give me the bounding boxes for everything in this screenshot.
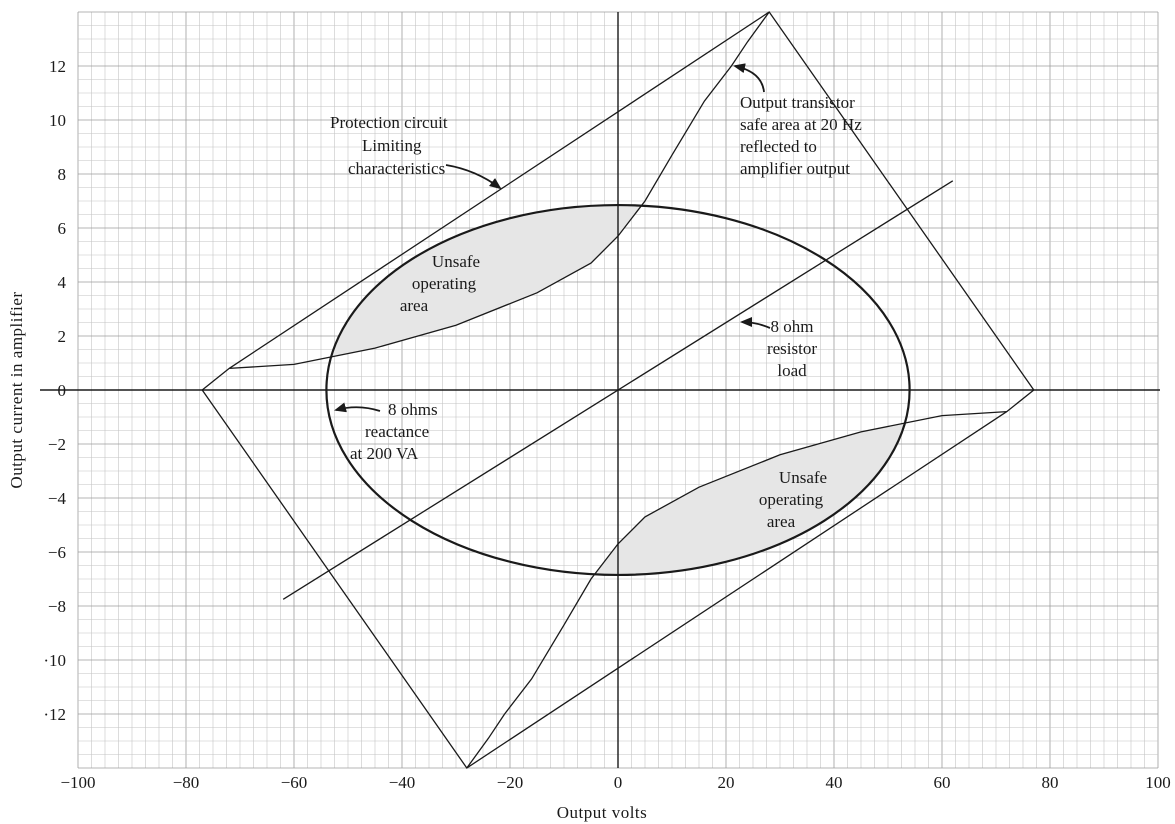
annotation-reactance-line-3: at 200 VA (350, 444, 419, 463)
annotation-reactance-line-2: reactance (365, 422, 429, 441)
x-tick-label: 40 (826, 773, 843, 792)
x-tick-label: 80 (1042, 773, 1059, 792)
annotation-reactance-line-1: 8 ohms (388, 400, 438, 419)
annotation-unsafe-upper-line-3: area (400, 296, 429, 315)
annotation-unsafe-lower-line-3: area (767, 512, 796, 531)
y-tick-label: 0 (58, 381, 67, 400)
y-tick-label: −2 (48, 435, 66, 454)
curves (201, 11, 1035, 769)
annotation-unsafe-upper-line-1: Unsafe (432, 252, 480, 271)
x-tick-label: −100 (60, 773, 95, 792)
resistor-load-line (282, 180, 954, 600)
annotation-transistor-line-3: reflected to (740, 137, 817, 156)
y-tick-label: 12 (49, 57, 66, 76)
y-tick-label: −4 (48, 489, 67, 508)
annotation-protection-arrow (445, 164, 502, 190)
y-tick-label: −6 (48, 543, 66, 562)
x-tick-label: −80 (173, 773, 200, 792)
y-tick-labels: 12 10 8 6 4 2 0 −2 −4 −6 −8 ·10 ·12 (43, 57, 66, 724)
y-axis-title: Output current in amplifier (7, 291, 26, 488)
x-tick-label: −40 (389, 773, 416, 792)
annotation-unsafe-lower-line-2: operating (759, 490, 824, 509)
annotation-resistor-line-3: load (777, 361, 807, 380)
x-tick-label: 100 (1145, 773, 1171, 792)
annotation-unsafe-upper-line-2: operating (412, 274, 477, 293)
annotation-transistor: Output transistor safe area at 20 Hz ref… (733, 63, 862, 178)
annotation-protection: Protection circuit Limiting characterist… (330, 113, 502, 190)
unsafe-area-lower-fill (466, 411, 910, 575)
x-tick-label: 60 (934, 773, 951, 792)
annotation-resistor-arrow (740, 317, 771, 329)
y-tick-label: −8 (48, 597, 66, 616)
annotation-resistor: 8 ohm resistor load (740, 317, 817, 380)
y-tick-label: 10 (49, 111, 66, 130)
y-tick-label: 6 (58, 219, 67, 238)
y-tick-label: ·10 (43, 651, 66, 670)
annotation-protection-line-1: Protection circuit (330, 113, 448, 132)
annotation-unsafe-lower-line-1: Unsafe (779, 468, 827, 487)
transistor-safe-area-lower-curve (466, 410, 1007, 769)
annotation-transistor-arrow (733, 63, 765, 93)
y-tick-label: 2 (58, 327, 67, 346)
annotation-transistor-line-2: safe area at 20 Hz (740, 115, 862, 134)
annotation-reactance: 8 ohms reactance at 200 VA (334, 400, 438, 463)
annotation-protection-line-3: characteristics (348, 159, 445, 178)
annotation-transistor-line-4: amplifier output (740, 159, 850, 178)
annotation-resistor-line-2: resistor (767, 339, 817, 358)
x-tick-label: −20 (497, 773, 524, 792)
x-tick-labels: −100 −80 −60 −40 −20 0 20 40 60 80 100 (60, 773, 1170, 792)
x-axis-title: Output volts (557, 803, 648, 822)
x-tick-label: 0 (614, 773, 623, 792)
y-tick-label: 4 (58, 273, 67, 292)
annotation-unsafe-upper: Unsafe operating area (400, 252, 480, 315)
x-tick-label: −60 (281, 773, 308, 792)
annotation-reactance-arrow (334, 402, 381, 413)
annotation-transistor-line-1: Output transistor (740, 93, 855, 112)
y-tick-label: 8 (58, 165, 67, 184)
reactance-ellipse (325, 203, 911, 577)
x-tick-label: 20 (718, 773, 735, 792)
y-tick-label: ·12 (43, 705, 66, 724)
annotation-protection-line-2: Limiting (362, 136, 422, 155)
annotation-unsafe-lower: Unsafe operating area (759, 468, 827, 531)
annotation-resistor-line-1: 8 ohm (771, 317, 814, 336)
transistor-safe-area-upper-curve (229, 11, 770, 370)
